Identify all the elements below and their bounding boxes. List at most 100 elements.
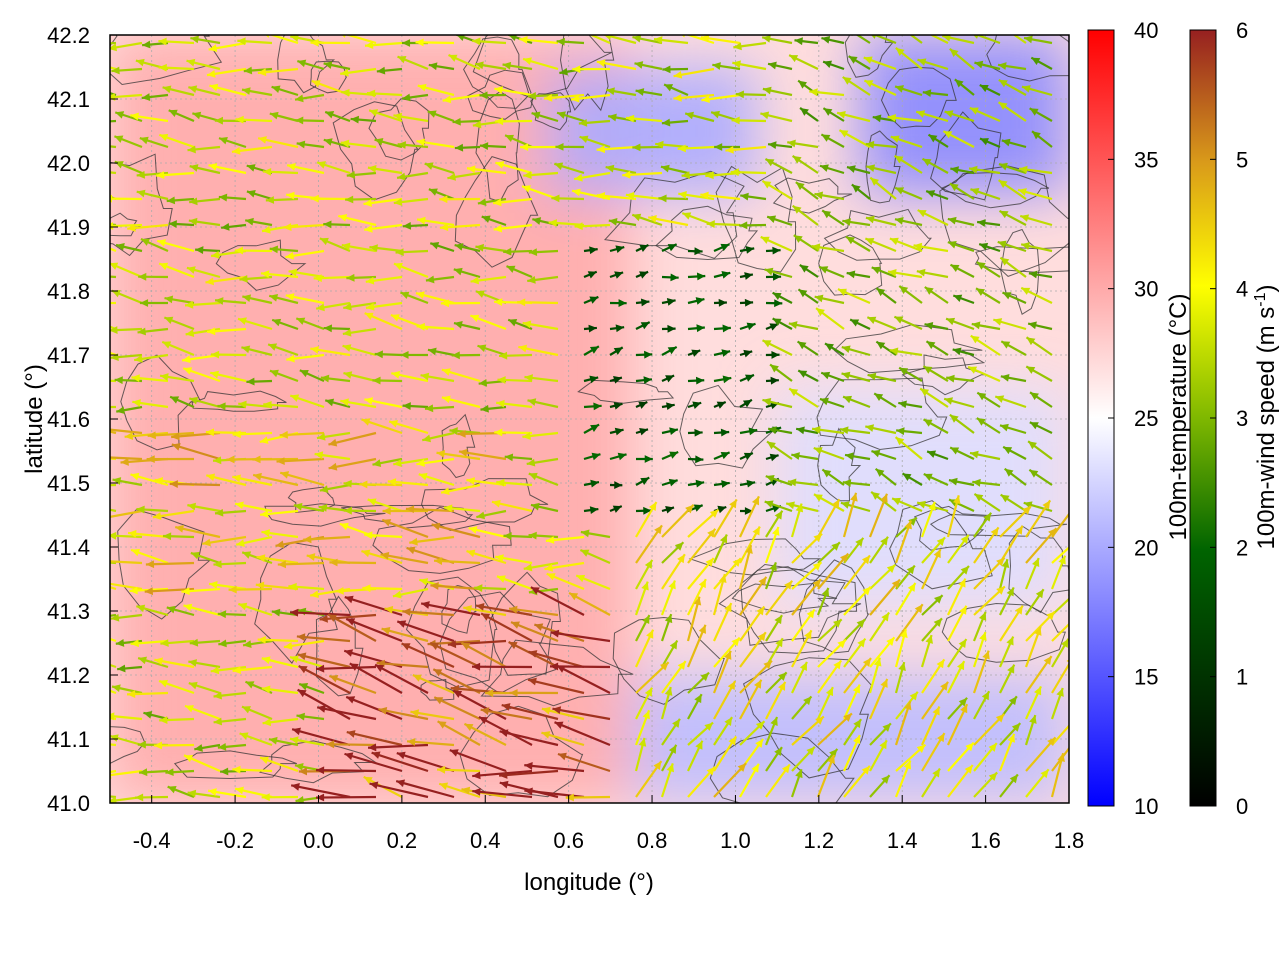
wind-arrow-head [1060,638,1069,648]
wind-arrow-head [953,294,963,302]
wind-arrow-shaft [297,688,351,720]
wind-arrow-head [479,91,488,100]
wind-arrow [501,703,559,721]
wind-arrow [1000,373,1027,383]
wind-arrow-head [397,172,406,181]
wind-arrow-head [265,196,275,204]
wind-arrow [188,681,221,695]
wind-arrow [712,650,732,694]
wind-arrow-head [335,586,344,595]
wind-arrow [713,716,734,746]
wind-arrow-head [674,542,684,551]
wind-arrow-head [288,268,298,277]
wind-arrow-shaft [499,730,559,747]
wind-arrow-head [873,657,882,667]
wind-arrow-head [840,426,849,435]
wind-arrow [997,240,1027,253]
wind-arrow [661,402,675,411]
y-axis: 41.041.141.241.341.441.541.641.741.841.9… [47,23,118,816]
wind-arrow [391,371,429,383]
wind-arrow-head [234,246,244,255]
wind-arrow [843,618,866,642]
wind-arrow-head [711,110,721,119]
wind-arrow-head [814,191,824,200]
wind-arrow [237,37,273,46]
wind-arrow-head [765,158,775,167]
wind-arrow-head [496,575,506,583]
wind-arrow [239,732,273,747]
wind-arrow-head [933,618,942,628]
wind-arrow-head [285,293,295,301]
wind-arrow-head [922,158,932,167]
wind-arrow [925,190,949,201]
wind-arrow [171,443,221,461]
wind-arrow-head [640,298,650,307]
wind-arrow-head [417,216,426,225]
wind-arrow-head [764,267,774,276]
wind-arrow [609,245,625,253]
wind-arrow-head [448,54,458,62]
wind-arrow [1018,165,1053,175]
wind-arrow [765,376,779,385]
wind-arrow [839,426,871,435]
wind-arrow [762,86,793,97]
wind-arrow [369,244,403,253]
contour-line [743,657,873,779]
wind-arrow-head [944,110,954,118]
wind-arrow [475,243,507,253]
wind-arrow-head [340,139,350,148]
wind-arrow [241,705,273,721]
wind-arrow-shaft [371,751,429,773]
wind-arrow [1024,714,1037,746]
wind-arrow-head [296,633,306,642]
wind-arrow [521,185,559,201]
wind-arrow [260,270,299,279]
wind-arrow [466,549,507,565]
wind-arrow-head [169,480,178,488]
wind-arrow [159,716,195,724]
wind-arrow-shaft [368,743,429,749]
wind-arrow [840,501,871,513]
wind-arrow-head [648,215,657,223]
wind-arrow [762,397,793,409]
wind-arrow-head [342,344,352,352]
wind-arrow-head [940,681,949,691]
wind-arrow-head [906,565,915,575]
wind-arrow [431,522,481,539]
wind-arrow [387,478,429,487]
x-tick-label: -0.2 [216,828,254,853]
wind-arrow [441,368,481,383]
wind-arrow [765,475,793,487]
wind-arrow-shaft [480,708,533,721]
wind-arrow [189,197,221,206]
wind-arrow-head [890,135,900,143]
wind-arrow-head [721,480,730,488]
wind-arrow-head [861,555,870,565]
wind-arrow [257,635,299,644]
wind-arrow [999,586,1015,616]
x-axis: -0.4 -0.2 0.0 0.2 0.4 0.6 0.8 1.0 1.2 1.4 1.6 1.8 [133,795,1084,853]
wind-arrow [634,737,647,772]
wind-arrow-head [210,350,220,359]
wind-arrow-head [795,182,805,191]
wind-arrow-head [228,585,237,594]
wind-arrow [947,638,968,668]
wind-arrow [947,660,966,694]
wind-arrow [739,507,753,515]
wind-arrow [889,237,923,253]
wind-arrow-head [615,245,625,253]
wind-arrow-head [613,347,623,355]
wind-arrow-head [297,652,307,661]
wind-arrow-head [493,224,503,233]
wind-arrow-head [725,145,734,154]
wind-arrow-head [143,710,153,719]
wind-arrow [544,561,585,572]
wind-arrow [1025,336,1053,356]
wind-arrow [470,275,507,285]
wind-arrow [946,374,975,383]
wind-arrow [374,137,403,149]
y-tick-label: 41.3 [47,599,90,624]
wind-arrow-head [596,145,605,154]
wind-arrow-head [503,532,512,541]
wind-arrow-head [341,242,351,251]
